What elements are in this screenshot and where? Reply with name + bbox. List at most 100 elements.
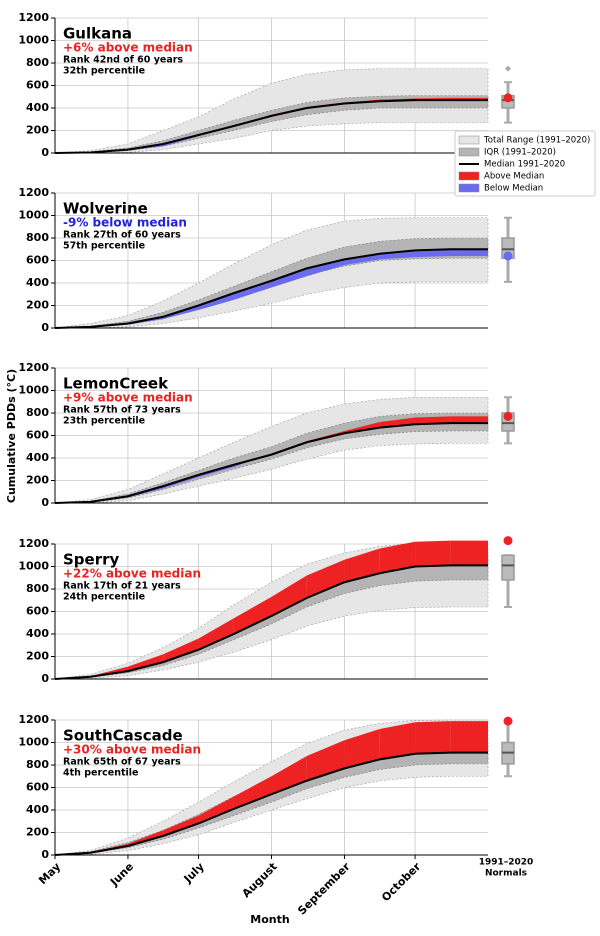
median-line xyxy=(54,99,488,154)
current-dot xyxy=(503,716,513,726)
above-median-fill xyxy=(163,815,199,836)
panel-title: Gulkana xyxy=(63,25,132,43)
below-median-fill xyxy=(271,268,307,288)
legend-label: IQR (1991–2020) xyxy=(484,148,556,158)
y-tick-label: 1000 xyxy=(18,34,49,47)
box-outlier xyxy=(505,65,511,72)
above-median-fill xyxy=(127,830,164,846)
y-tick-label: 0 xyxy=(41,496,49,509)
above-median-fill xyxy=(127,654,164,672)
x-tick-label: May xyxy=(36,860,63,887)
above-median-fill xyxy=(271,575,307,616)
x-tick-label: August xyxy=(240,860,280,900)
y-tick-label: 200 xyxy=(26,826,49,839)
above-median-fill xyxy=(271,756,307,795)
anomaly-text: +22% above median xyxy=(63,567,201,581)
y-tick-label: 0 xyxy=(41,672,49,685)
current-dot xyxy=(503,93,513,103)
y-tick-label: 600 xyxy=(26,429,49,442)
y-tick-label: 400 xyxy=(26,451,49,464)
percentile-text: 57th percentile xyxy=(63,241,145,252)
median-line xyxy=(54,248,488,329)
rank-text: Rank 17th of 21 years xyxy=(63,581,181,592)
anomaly-text: +9% above median xyxy=(63,391,193,405)
y-tick-label: 1200 xyxy=(18,537,49,550)
y-tick-label: 1000 xyxy=(18,384,49,397)
legend-label: Total Range (1991–2020) xyxy=(483,136,590,146)
y-tick-label: 200 xyxy=(26,299,49,312)
y-tick-label: 200 xyxy=(26,474,49,487)
above-median-fill xyxy=(90,666,128,677)
below-median-fill xyxy=(233,458,259,467)
above-median-fill xyxy=(450,416,488,424)
below-median-fill xyxy=(415,249,451,258)
rank-text: Rank 65th of 67 years xyxy=(63,757,181,768)
legend-label: Below Median xyxy=(484,184,543,194)
current-dot xyxy=(503,411,513,421)
above-median-fill xyxy=(198,618,234,650)
rank-text: Rank 42nd of 60 years xyxy=(63,55,183,66)
below-median-fill xyxy=(233,280,272,300)
panel-title: SouthCascade xyxy=(63,727,183,745)
y-tick-label: 1000 xyxy=(18,560,49,573)
panel-title: Sperry xyxy=(63,551,120,569)
above-median-fill xyxy=(306,559,345,598)
y-tick-label: 200 xyxy=(26,650,49,663)
legend-label: Median 1991–2020 xyxy=(484,160,565,170)
legend-swatch xyxy=(458,183,480,193)
iqr-band xyxy=(54,412,489,504)
below-median-fill xyxy=(450,249,488,256)
above-median-fill xyxy=(415,540,451,567)
legend-label: Above Median xyxy=(484,172,544,182)
above-median-fill xyxy=(379,541,416,574)
legend-swatch xyxy=(458,171,480,181)
above-median-fill xyxy=(344,422,380,434)
y-tick-label: 0 xyxy=(41,146,49,159)
rank-text: Rank 27th of 60 years xyxy=(63,230,181,241)
above-median-fill xyxy=(415,416,451,425)
y-tick-label: 400 xyxy=(26,627,49,640)
rank-text: Rank 57th of 73 years xyxy=(63,405,181,416)
percentile-text: 24th percentile xyxy=(63,592,145,603)
y-tick-label: 400 xyxy=(26,101,49,114)
normals-label: 1991–2020 xyxy=(479,858,534,868)
y-tick-label: 400 xyxy=(26,803,49,816)
above-median-fill xyxy=(163,638,199,663)
y-tick-label: 800 xyxy=(26,56,49,69)
current-dot xyxy=(503,251,513,261)
iqr-band xyxy=(54,742,489,856)
iqr-band xyxy=(54,95,489,154)
percentile-text: 32th percentile xyxy=(63,66,145,77)
below-median-fill xyxy=(306,259,345,277)
panel-title: Wolverine xyxy=(63,200,148,218)
above-median-fill xyxy=(233,596,272,634)
box-iqr xyxy=(501,554,515,581)
legend: Total Range (1991–2020) IQR (1991–2020) Me… xyxy=(454,130,596,197)
y-tick-label: 200 xyxy=(26,124,49,137)
above-median-fill xyxy=(450,721,488,753)
y-tick-label: 400 xyxy=(26,276,49,289)
x-tick-label: September xyxy=(295,860,353,918)
y-tick-label: 1200 xyxy=(18,11,49,24)
anomaly-text: +6% above median xyxy=(63,41,193,55)
below-median-fill xyxy=(344,253,380,265)
x-tick-label: June xyxy=(107,860,136,889)
y-tick-label: 0 xyxy=(41,848,49,861)
y-tick-label: 1200 xyxy=(18,361,49,374)
x-tick-label: July xyxy=(181,860,207,886)
median-line xyxy=(54,564,488,680)
x-axis-label: Month xyxy=(250,913,289,926)
above-median-fill xyxy=(450,540,488,566)
median-line xyxy=(54,751,488,856)
x-tick-label: October xyxy=(379,860,424,905)
y-tick-label: 1000 xyxy=(18,209,49,222)
iqr-band xyxy=(54,554,489,680)
y-tick-label: 1200 xyxy=(18,713,49,726)
y-tick-label: 800 xyxy=(26,582,49,595)
percentile-text: 23th percentile xyxy=(63,416,145,427)
y-tick-label: 600 xyxy=(26,79,49,92)
above-median-fill xyxy=(198,796,234,824)
current-dot xyxy=(503,536,513,546)
below-median-fill xyxy=(198,293,234,310)
y-tick-label: 0 xyxy=(41,321,49,334)
